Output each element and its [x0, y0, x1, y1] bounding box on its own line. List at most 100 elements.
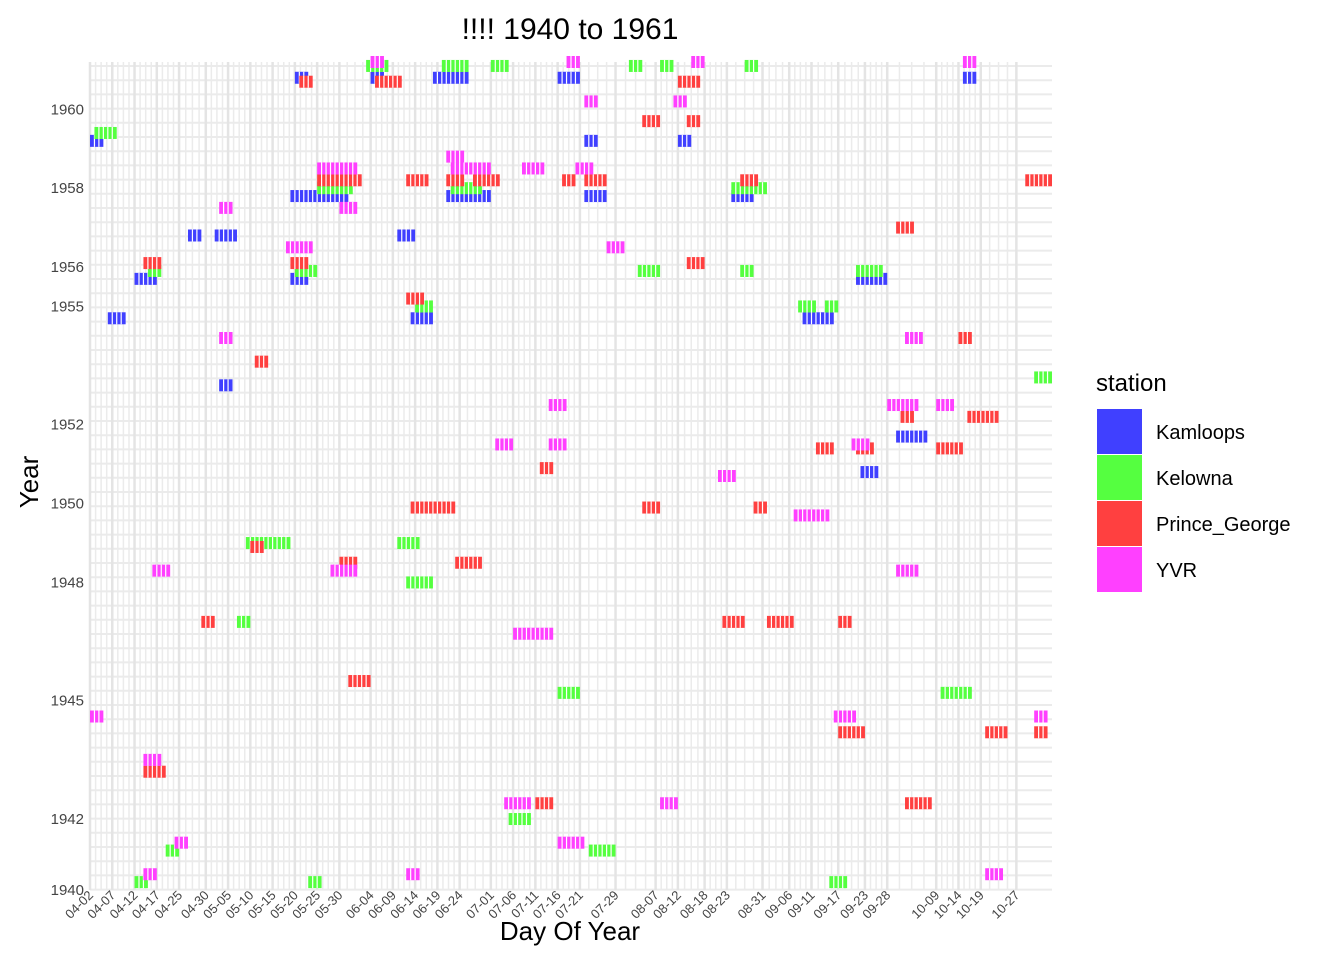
tile — [967, 410, 999, 423]
tile-group-kamloops — [219, 379, 233, 392]
tile — [143, 868, 157, 881]
tile-group-yvr — [495, 438, 514, 451]
tile — [406, 174, 429, 187]
y-tick-label: 1952 — [51, 417, 84, 434]
tile — [896, 564, 919, 577]
tile-group-kamloops — [896, 430, 928, 443]
tile-group-yvr — [673, 95, 687, 108]
y-tick-label: 1942 — [51, 811, 84, 828]
tile-group-yvr — [887, 399, 919, 412]
tile — [677, 134, 692, 147]
chart-title: !!!! 1940 to 1961 — [462, 13, 679, 46]
tile-group-prince-george — [455, 556, 482, 569]
y-tick-label: 1960 — [51, 101, 84, 118]
tile — [824, 300, 839, 313]
tile-group-kamloops — [962, 71, 977, 84]
tile-group-kelowna — [660, 59, 674, 72]
tile-group-kelowna — [1034, 371, 1052, 384]
tile-group-prince-george — [410, 501, 456, 514]
tile — [201, 615, 215, 628]
y-tick-label: 1958 — [51, 180, 84, 197]
tile — [677, 75, 701, 88]
tile — [406, 868, 420, 881]
data-marks — [90, 56, 1052, 889]
tile-group-yvr — [584, 95, 598, 108]
tile-group-prince-george — [317, 174, 362, 187]
tile-group-prince-george — [406, 292, 425, 305]
tile-group-prince-george — [900, 410, 914, 423]
legend-label-kelowna: Kelowna — [1156, 468, 1234, 490]
tile-group-yvr — [143, 868, 157, 881]
y-tick-label: 1950 — [51, 496, 84, 513]
tile — [348, 675, 371, 688]
tile — [539, 462, 554, 475]
tile-group-prince-george — [766, 615, 794, 628]
tile-group-prince-george — [250, 540, 264, 553]
tile-group-prince-george — [375, 75, 402, 88]
tile-group-prince-george — [143, 765, 166, 778]
tile — [584, 174, 607, 187]
tile-group-prince-george — [584, 174, 607, 187]
tile-group-prince-george — [642, 115, 661, 128]
tile — [691, 56, 705, 68]
tile-group-yvr — [152, 564, 171, 577]
tile-group-kelowna — [856, 264, 883, 277]
tile — [660, 59, 674, 72]
tile — [962, 71, 977, 84]
tile-group-prince-george — [838, 726, 865, 739]
tile — [584, 95, 598, 108]
tile-group-kelowna — [508, 813, 531, 826]
tile-group-yvr — [936, 399, 955, 412]
tile-group-yvr — [330, 564, 358, 577]
tile-group-kamloops — [432, 71, 469, 84]
tile-group-kelowna — [744, 59, 759, 72]
tile-group-prince-george — [562, 174, 576, 187]
tile-group-kamloops — [677, 134, 692, 147]
tile-group-kamloops — [557, 71, 580, 84]
tile — [308, 876, 322, 889]
tile-group-kelowna — [94, 126, 117, 139]
tile-group-yvr — [566, 56, 580, 68]
tile-group-prince-george — [201, 615, 215, 628]
tile-group-kelowna — [236, 615, 251, 628]
tile-group-prince-george — [838, 615, 852, 628]
tile-group-yvr — [219, 201, 233, 214]
tile — [557, 71, 580, 84]
tile-group-yvr — [1034, 710, 1048, 723]
y-tick-label: 1940 — [51, 882, 84, 899]
tile-group-yvr — [370, 56, 384, 68]
tile-group-yvr — [985, 868, 1004, 881]
tile-group-kelowna — [490, 59, 509, 72]
tile-group-prince-george — [642, 501, 661, 514]
tile-group-yvr — [446, 150, 465, 163]
tile-group-prince-george — [936, 442, 963, 455]
tile — [637, 264, 661, 277]
tile — [219, 379, 233, 392]
tile — [1034, 726, 1048, 739]
legend-swatch-kelowna — [1097, 455, 1142, 500]
tile-group-prince-george — [740, 174, 759, 187]
tile-group-kelowna — [829, 876, 848, 889]
tile-group-kelowna — [441, 59, 469, 72]
tile-group-prince-george — [1025, 174, 1052, 187]
tile-group-kelowna — [397, 537, 420, 550]
legend-swatch-prince-george — [1097, 501, 1142, 546]
tile — [522, 162, 545, 175]
tile-group-kamloops — [397, 229, 416, 242]
tile — [143, 765, 166, 778]
tile — [94, 126, 117, 139]
tile — [958, 332, 972, 344]
x-axis-title: Day Of Year — [500, 916, 641, 946]
tile — [317, 162, 358, 175]
tile-group-yvr — [660, 797, 678, 810]
tile — [557, 686, 580, 699]
y-tick-label: 1956 — [51, 259, 84, 276]
y-axis-ticks: 1942 1945 1948 1950 1952 1955 1956 1958 1960 1940 — [51, 101, 84, 899]
tile-group-yvr — [406, 868, 420, 881]
tile-group-yvr — [905, 332, 923, 344]
tile-group-kelowna — [628, 59, 643, 72]
tile-group-yvr — [90, 710, 104, 723]
tile — [566, 56, 580, 68]
tile-group-prince-george — [290, 257, 309, 270]
